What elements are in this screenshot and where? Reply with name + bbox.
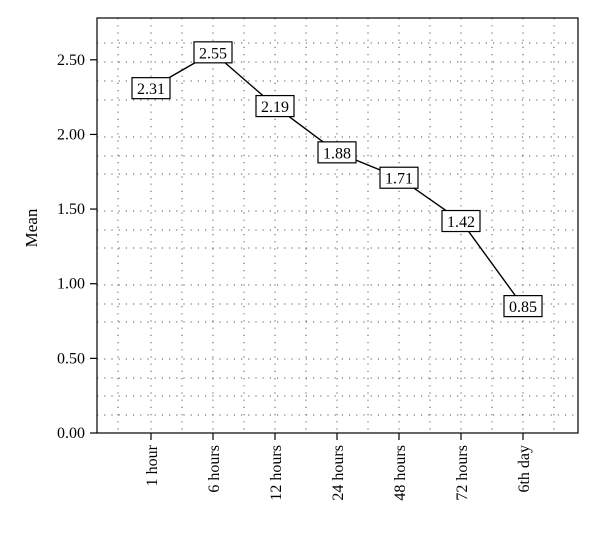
grid — [97, 18, 578, 433]
data-label: 0.85 — [509, 299, 537, 316]
y-tick-label: 1.00 — [57, 276, 85, 293]
data-label: 2.31 — [137, 81, 165, 98]
y-tick-label: 2.00 — [57, 126, 85, 143]
x-tick-label: 24 hours — [330, 445, 347, 501]
x-tick-label: 48 hours — [392, 445, 409, 501]
x-tick-label: 1 hour — [144, 444, 161, 486]
x-tick-label: 6th day — [516, 445, 533, 493]
x-tick-label: 6 hours — [206, 445, 223, 493]
data-label-box — [193, 41, 233, 64]
y-tick-label: 0.50 — [57, 350, 85, 367]
data-label: 2.55 — [199, 45, 227, 62]
x-tick-label: 12 hours — [268, 445, 285, 501]
data-label-box — [379, 166, 419, 189]
data-label-box — [503, 295, 543, 318]
data-label-box — [255, 94, 295, 118]
y-tick-label: 0.00 — [57, 425, 85, 442]
data-labels: 2.31 2.55 2.19 1.88 1.71 1.42 0.85 — [131, 41, 543, 318]
y-axis-title: Mean — [22, 208, 41, 247]
data-label: 1.71 — [385, 171, 413, 188]
y-tick-label: 1.50 — [57, 201, 85, 218]
data-label-box — [441, 209, 481, 233]
x-axis: 1 hour 6 hours 12 hours 24 hours 48 hours 72 … — [144, 433, 533, 501]
data-label: 2.19 — [261, 99, 289, 116]
data-label: 1.42 — [447, 214, 475, 231]
data-label-box — [131, 77, 171, 100]
x-tick-label: 72 hours — [454, 445, 471, 501]
data-label-box — [317, 141, 357, 164]
y-tick-label: 2.50 — [57, 52, 85, 69]
data-label: 1.88 — [323, 145, 351, 162]
y-axis: 0.00 0.50 1.00 1.50 2.00 2.50 — [57, 52, 97, 442]
